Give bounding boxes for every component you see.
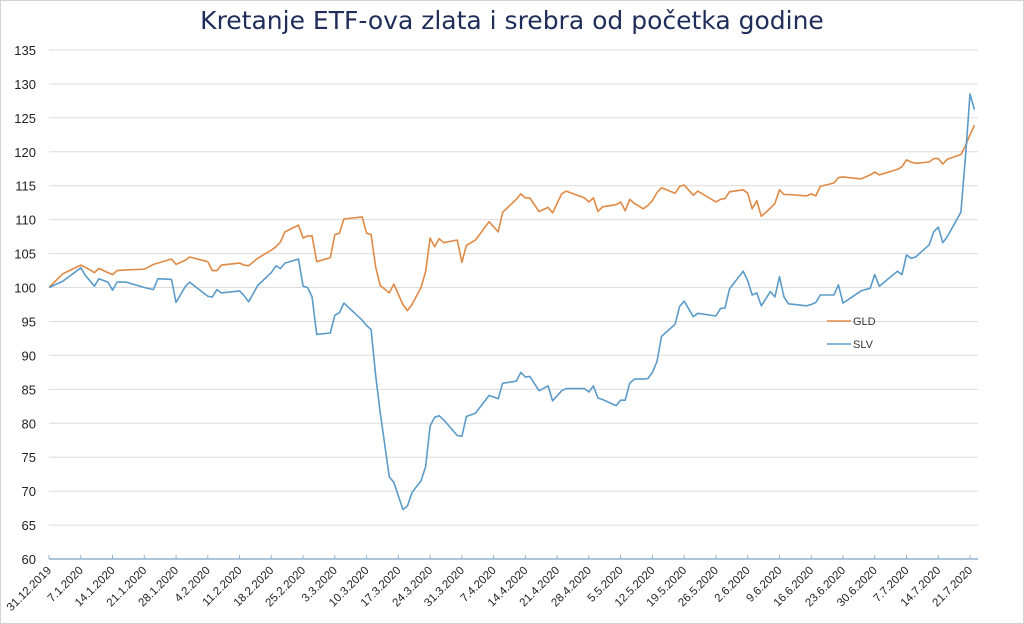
y-tick-label: 120: [14, 145, 36, 160]
y-tick-label: 115: [15, 179, 36, 194]
series-line-slv: [48, 93, 976, 511]
x-tick-label: 31.12.2019: [5, 565, 54, 614]
legend: GLD SLV: [827, 316, 876, 351]
y-tick-label: 125: [14, 111, 36, 126]
y-tick-label: 65: [22, 518, 36, 533]
legend-label-gld: GLD: [853, 316, 876, 328]
y-axis: 60 65 70 75 80 85 90 95 100 105 110 115 120 125 130 135: [14, 43, 36, 567]
series-lines: [48, 93, 976, 511]
y-tick-label: 90: [22, 348, 36, 363]
y-tick-label: 100: [14, 281, 36, 296]
y-tick-label: 60: [22, 552, 36, 567]
y-tick-label: 110: [15, 213, 36, 228]
legend-label-slv: SLV: [853, 339, 874, 351]
y-tick-label: 130: [14, 77, 36, 92]
y-tick-label: 75: [22, 450, 36, 465]
y-tick-label: 70: [22, 484, 36, 499]
y-tick-label: 95: [22, 314, 36, 329]
series-line-gld: [48, 124, 976, 312]
y-tick-label: 105: [14, 247, 36, 262]
x-axis: 31.12.20197.1.202014.1.202021.1.202028.1…: [5, 555, 975, 614]
y-tick-label: 80: [22, 416, 36, 431]
chart-title: Kretanje ETF-ova zlata i srebra od počet…: [200, 6, 824, 35]
y-tick-label: 135: [14, 43, 36, 58]
y-tick-label: 85: [22, 382, 36, 397]
gridlines: [49, 49, 978, 560]
